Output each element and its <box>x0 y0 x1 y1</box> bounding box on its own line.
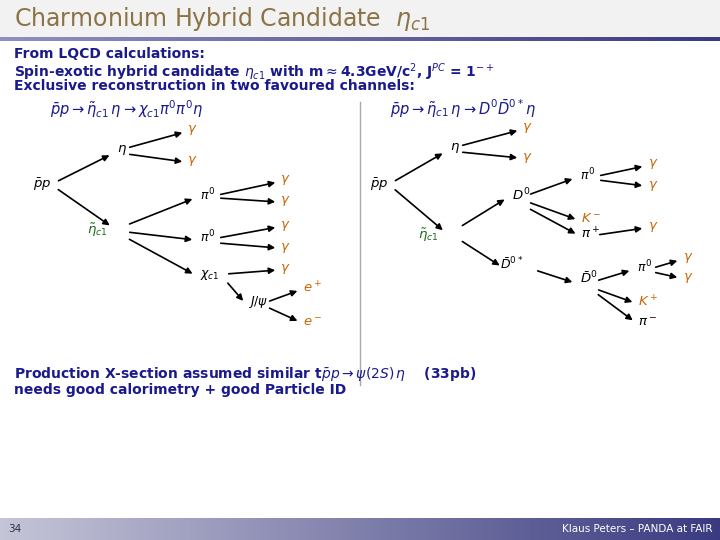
Text: $\gamma$: $\gamma$ <box>648 179 658 193</box>
Text: $J/\psi$: $J/\psi$ <box>248 294 269 310</box>
Text: $\chi_{c1}$: $\chi_{c1}$ <box>200 268 220 282</box>
Text: $\pi^0$: $\pi^0$ <box>580 167 595 183</box>
Text: Exclusive reconstruction in two favoured channels:: Exclusive reconstruction in two favoured… <box>14 79 415 93</box>
Text: $K^+$: $K^+$ <box>638 294 658 309</box>
Text: $\bar{p}p$: $\bar{p}p$ <box>370 177 388 193</box>
Text: $\pi^0$: $\pi^0$ <box>200 229 215 245</box>
Text: needs good calorimetry + good Particle ID: needs good calorimetry + good Particle I… <box>14 383 346 397</box>
Text: $\gamma$: $\gamma$ <box>187 154 197 168</box>
Text: $\gamma$: $\gamma$ <box>648 220 658 234</box>
Text: $\tilde{\eta}_{c1}$: $\tilde{\eta}_{c1}$ <box>418 226 438 244</box>
Text: $\gamma$: $\gamma$ <box>280 194 290 208</box>
Text: Spin-exotic hybrid candidate $\eta_{c1}$ with m$\approx$4.3GeV/c$^2$, J$^{PC}$ =: Spin-exotic hybrid candidate $\eta_{c1}$… <box>14 61 495 83</box>
Text: Klaus Peters – PANDA at FAIR: Klaus Peters – PANDA at FAIR <box>562 524 712 534</box>
Text: $\pi^-$: $\pi^-$ <box>638 315 657 328</box>
Text: $\gamma$: $\gamma$ <box>683 271 693 285</box>
Text: $D^0$: $D^0$ <box>512 187 531 203</box>
Text: $\bar{D}^0$: $\bar{D}^0$ <box>580 271 598 287</box>
Text: 34: 34 <box>8 524 22 534</box>
Text: $\bar{p}p \to \tilde{\eta}_{c1}\,\eta \to \chi_{c1}\pi^0\pi^0\eta$: $\bar{p}p \to \tilde{\eta}_{c1}\,\eta \t… <box>50 98 203 120</box>
Text: $\pi^+$: $\pi^+$ <box>581 226 600 241</box>
Text: $\pi^0$: $\pi^0$ <box>637 259 652 275</box>
Text: Charmonium Hybrid Candidate  $\eta_{c1}$: Charmonium Hybrid Candidate $\eta_{c1}$ <box>14 5 431 33</box>
Text: Production X-section assumed similar t$\bar{p}p \to \psi(2S)\,\eta$    (33pb): Production X-section assumed similar t$\… <box>14 365 477 383</box>
Text: $\gamma$: $\gamma$ <box>187 123 197 137</box>
Text: $\gamma$: $\gamma$ <box>280 173 290 187</box>
Text: From LQCD calculations:: From LQCD calculations: <box>14 47 205 61</box>
Text: $\gamma$: $\gamma$ <box>683 251 693 265</box>
Text: $K^-$: $K^-$ <box>581 212 601 225</box>
Text: $\gamma$: $\gamma$ <box>522 151 532 165</box>
Text: $\pi^0$: $\pi^0$ <box>200 187 215 203</box>
Text: $\gamma$: $\gamma$ <box>522 121 532 135</box>
Text: $\eta$: $\eta$ <box>117 143 127 157</box>
Text: $\bar{D}^{0*}$: $\bar{D}^{0*}$ <box>500 256 523 272</box>
Bar <box>0 0 720 38</box>
Text: $\gamma$: $\gamma$ <box>280 219 290 233</box>
Text: $\gamma$: $\gamma$ <box>280 262 290 276</box>
Text: $e^-$: $e^-$ <box>303 316 323 329</box>
Text: $\eta$: $\eta$ <box>450 141 460 155</box>
Text: $e^+$: $e^+$ <box>303 280 323 296</box>
Text: $\tilde{\eta}_{c1}$: $\tilde{\eta}_{c1}$ <box>87 221 107 239</box>
Text: $\gamma$: $\gamma$ <box>280 241 290 255</box>
Text: $\bar{p}p \to \tilde{\eta}_{c1}\,\eta \to D^0\bar{D}^{0*}\eta$: $\bar{p}p \to \tilde{\eta}_{c1}\,\eta \t… <box>390 98 536 120</box>
Text: $\gamma$: $\gamma$ <box>648 157 658 171</box>
Text: $\bar{p}p$: $\bar{p}p$ <box>33 177 51 193</box>
